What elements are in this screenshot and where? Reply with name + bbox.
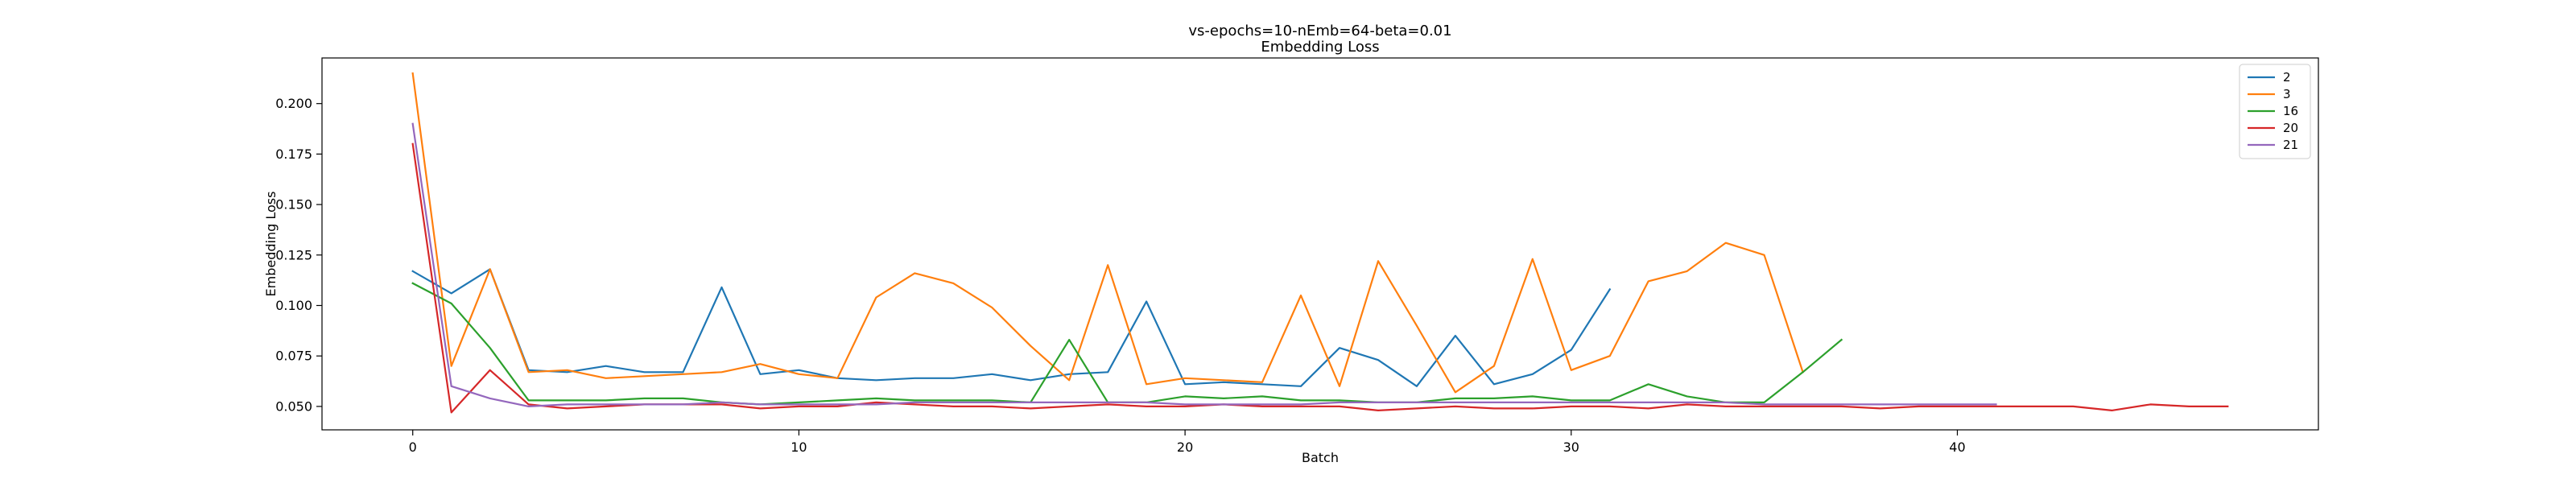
- series-line-20: [411, 142, 2229, 414]
- y-tick-label: 0.100: [275, 298, 312, 313]
- y-tick-label: 0.075: [275, 349, 312, 364]
- y-tick-label: 0.050: [275, 398, 312, 414]
- y-tick-label: 0.175: [275, 147, 312, 162]
- legend-label-2: 2: [2283, 70, 2291, 85]
- x-axis: 0 10 20 30 40: [409, 430, 1966, 455]
- x-tick-label: 10: [791, 440, 807, 455]
- x-axis-label: Batch: [1302, 450, 1339, 465]
- y-axis: 0.050 0.075 0.100 0.125 0.150 0.175 0.200: [275, 96, 322, 414]
- x-tick-label: 20: [1177, 440, 1193, 455]
- legend-label-16: 16: [2283, 104, 2298, 118]
- legend-label-21: 21: [2283, 138, 2298, 152]
- x-tick-label: 0: [409, 440, 417, 455]
- x-tick-label: 40: [1949, 440, 1965, 455]
- y-tick-label: 0.125: [275, 247, 312, 262]
- series-line-2: [411, 268, 1612, 387]
- legend-label-20: 20: [2283, 121, 2298, 135]
- y-tick-label: 0.200: [275, 96, 312, 111]
- series-line-21: [411, 122, 1997, 407]
- chart-subtitle: Embedding Loss: [1261, 39, 1379, 56]
- series-line-3: [411, 72, 1804, 394]
- plot-area: [411, 72, 2229, 414]
- y-axis-label: Embedding Loss: [263, 192, 279, 297]
- legend-label-3: 3: [2283, 87, 2291, 101]
- plot-frame: [321, 57, 2319, 431]
- y-tick-label: 0.150: [275, 197, 312, 213]
- x-tick-label: 30: [1563, 440, 1579, 455]
- chart-title: vs-epochs=10-nEmb=64-beta=0.01: [1188, 23, 1451, 39]
- legend: 2 3 16 20 21: [2239, 64, 2311, 159]
- series-line-16: [411, 282, 1843, 406]
